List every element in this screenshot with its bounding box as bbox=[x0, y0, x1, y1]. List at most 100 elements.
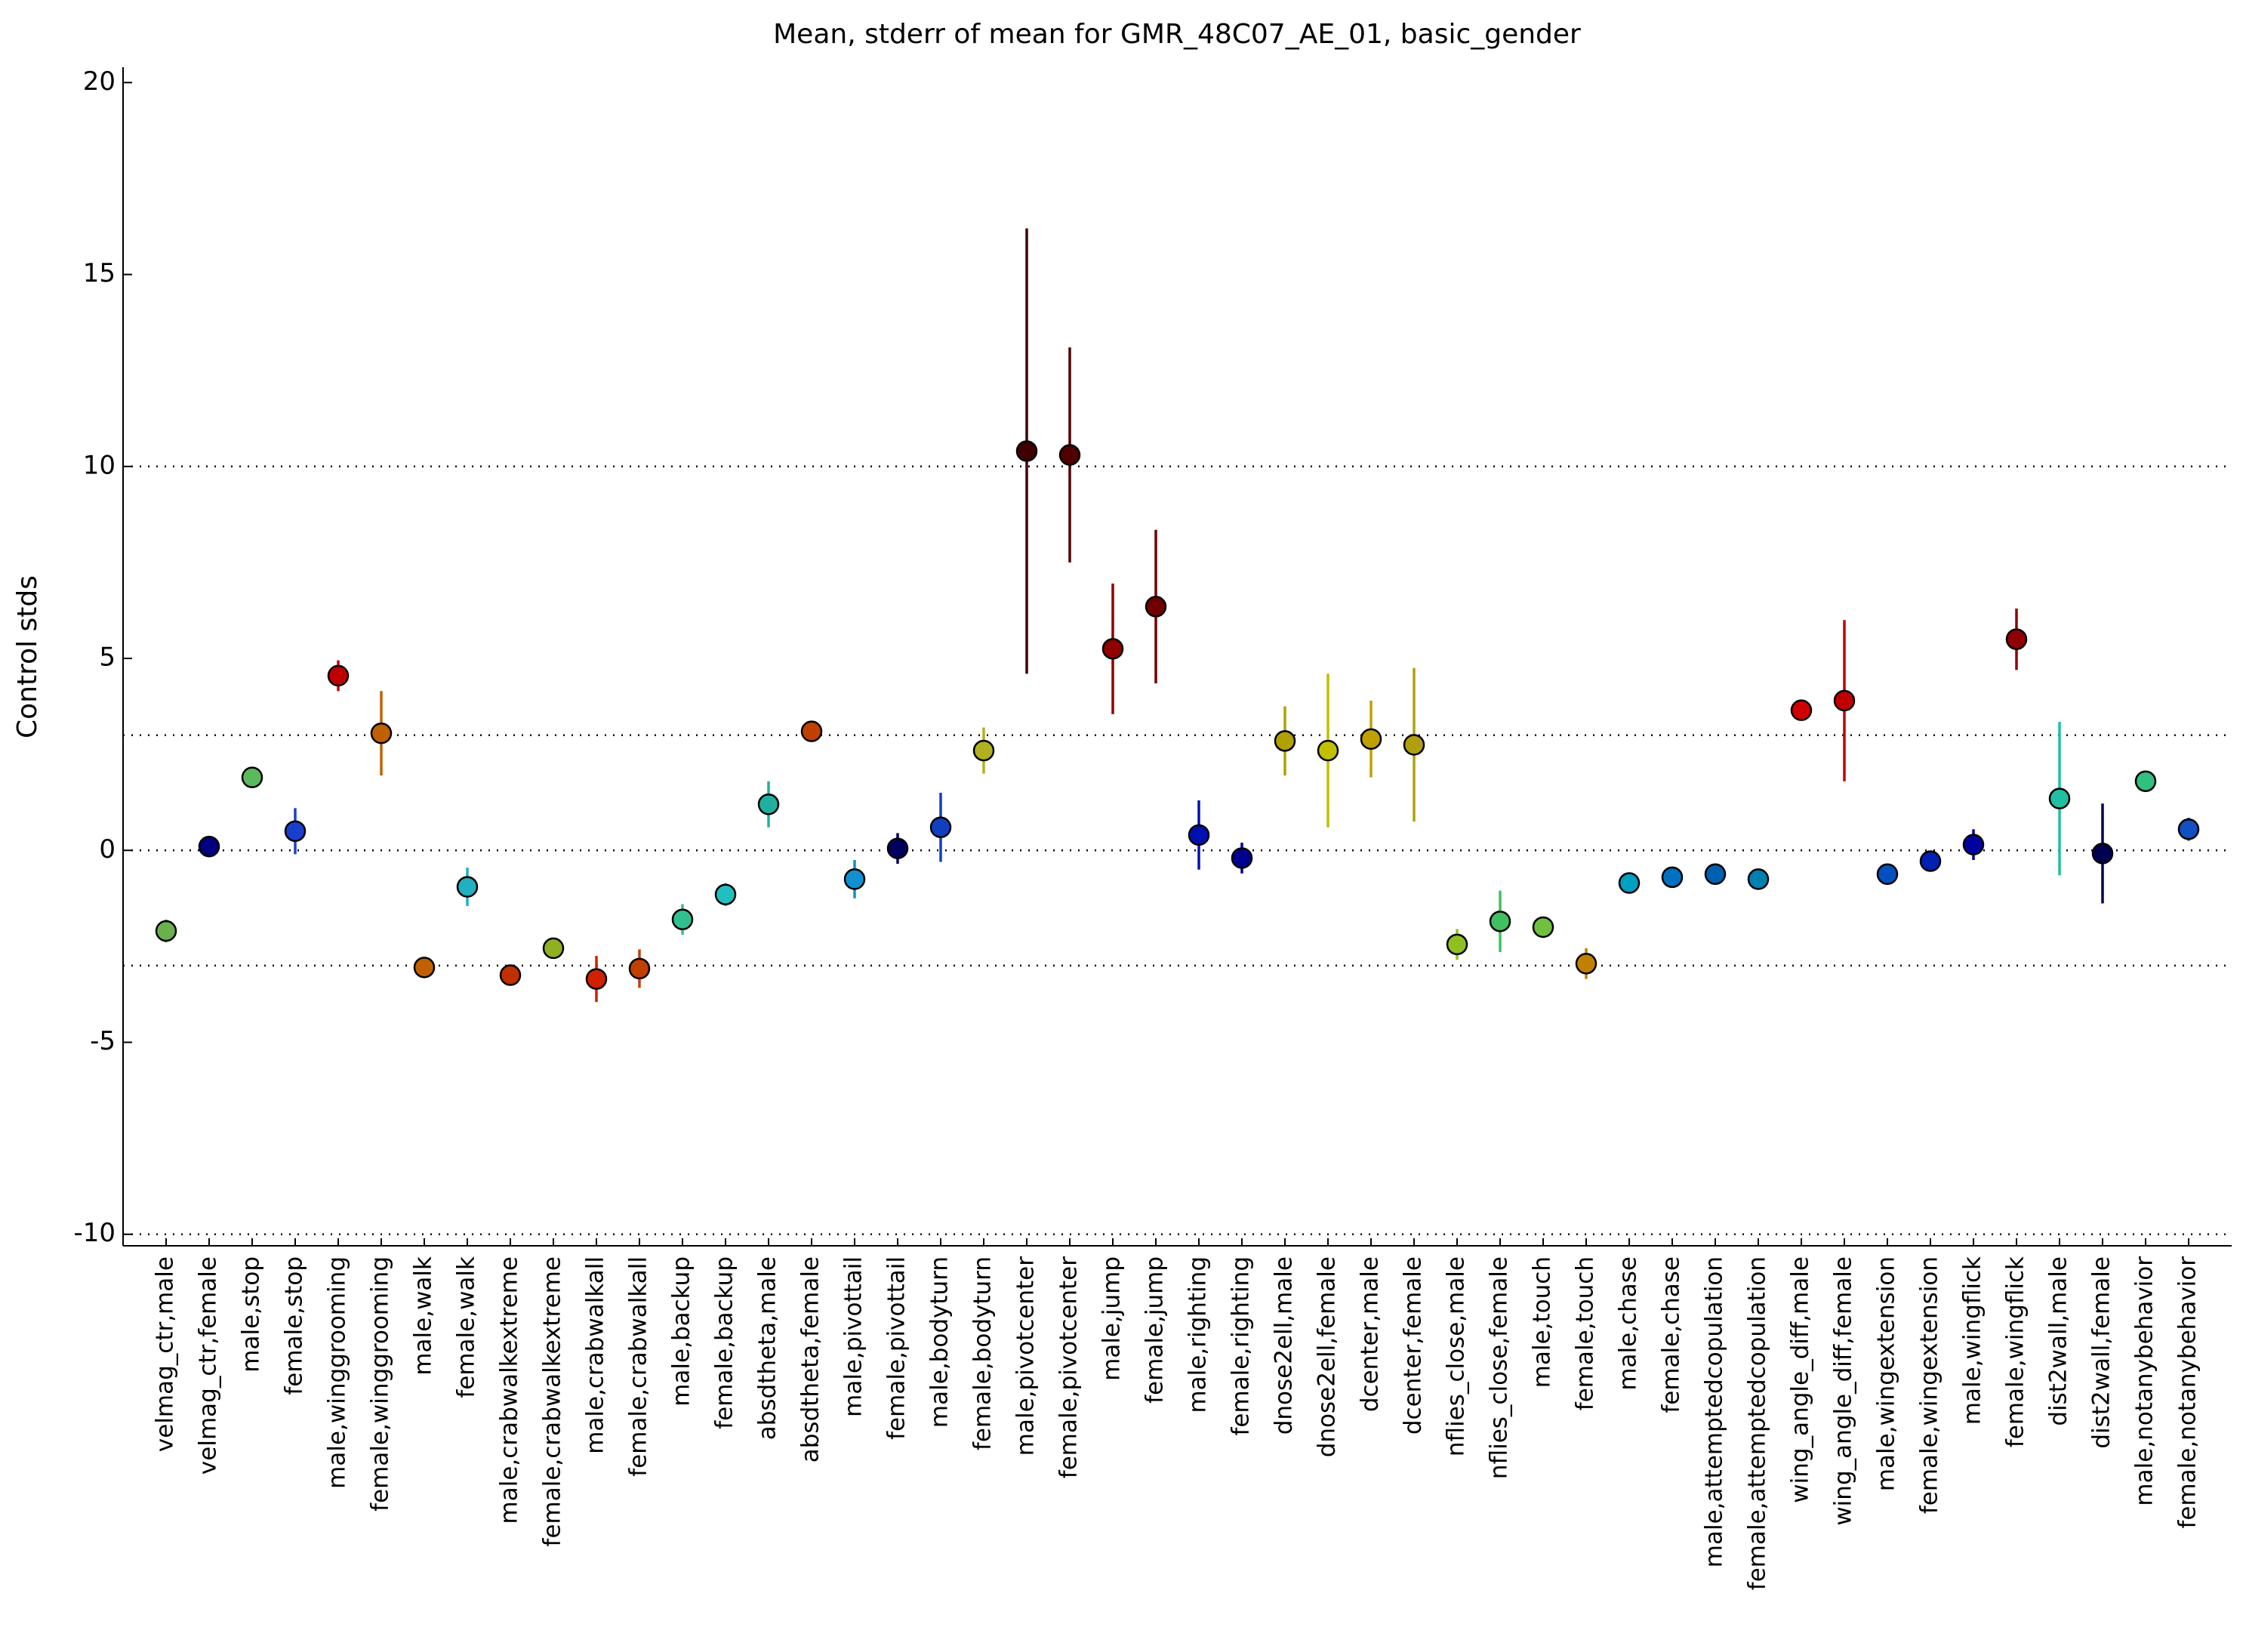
mean-marker bbox=[800, 720, 823, 742]
mean-marker bbox=[972, 739, 995, 762]
mean-marker bbox=[714, 883, 737, 906]
x-tick-label: female,attemptedcopulation bbox=[1744, 1256, 1771, 1590]
mean-marker bbox=[542, 937, 565, 960]
x-tick-label: male,righting bbox=[1185, 1256, 1212, 1413]
x-tick-label: nflies_close,female bbox=[1486, 1256, 1513, 1479]
mean-marker bbox=[1360, 728, 1382, 750]
mean-marker bbox=[1231, 847, 1253, 869]
x-tick-label: female,stop bbox=[281, 1256, 308, 1395]
mean-marker bbox=[1919, 850, 1942, 872]
mean-marker bbox=[929, 816, 952, 839]
mean-marker bbox=[2048, 787, 2071, 809]
mean-marker bbox=[1403, 734, 1425, 756]
x-tick-label: female,bodyturn bbox=[969, 1256, 997, 1450]
mean-marker bbox=[2005, 628, 2028, 650]
x-tick-label: male,wingextension bbox=[1873, 1256, 1900, 1491]
y-tick-label: 5 bbox=[99, 643, 116, 673]
x-tick-label: male,jump bbox=[1098, 1256, 1126, 1381]
mean-marker bbox=[1833, 689, 1856, 712]
x-tick-label: male,crabwalkextreme bbox=[496, 1256, 523, 1524]
x-tick-label: female,chase bbox=[1658, 1256, 1685, 1413]
mean-marker bbox=[1790, 699, 1813, 721]
mean-marker bbox=[1015, 440, 1038, 462]
mean-marker bbox=[671, 908, 694, 931]
x-tick-label: dcenter,female bbox=[1400, 1256, 1427, 1435]
mean-marker bbox=[2177, 818, 2200, 840]
mean-marker bbox=[757, 794, 780, 815]
mean-marker bbox=[1101, 638, 1124, 660]
mean-marker bbox=[198, 835, 220, 858]
x-tick-label: female,wingextension bbox=[1916, 1256, 1943, 1514]
chart-title: Mean, stderr of mean for GMR_48C07_AE_01… bbox=[773, 19, 1581, 50]
x-tick-label: male,pivottail bbox=[840, 1256, 867, 1417]
x-tick-label: female,crabwalkextreme bbox=[539, 1256, 566, 1546]
x-tick-label: absdtheta,male bbox=[754, 1256, 781, 1440]
mean-marker bbox=[499, 964, 522, 986]
y-tick-label: 10 bbox=[83, 450, 116, 480]
x-tick-label: male,pivotcenter bbox=[1012, 1256, 1040, 1456]
mean-marker bbox=[1317, 739, 1339, 762]
mean-marker bbox=[2134, 770, 2157, 793]
mean-marker bbox=[1145, 596, 1167, 618]
mean-marker bbox=[1532, 916, 1554, 938]
mean-marker bbox=[585, 968, 608, 990]
y-tick-label: -10 bbox=[73, 1218, 116, 1248]
x-tick-label: female,winggrooming bbox=[367, 1256, 394, 1512]
x-tick-label: wing_angle_diff,female bbox=[1830, 1256, 1857, 1526]
x-tick-label: dcenter,male bbox=[1357, 1256, 1384, 1412]
x-tick-label: male,touch bbox=[1529, 1256, 1556, 1388]
x-tick-label: absdtheta,female bbox=[797, 1256, 824, 1462]
x-tick-label: female,crabwalkall bbox=[625, 1256, 652, 1477]
y-tick-label: 0 bbox=[99, 834, 116, 865]
mean-marker bbox=[1575, 953, 1597, 975]
x-tick-label: male,backup bbox=[668, 1256, 695, 1407]
mean-marker bbox=[241, 766, 263, 788]
x-tick-label: female,righting bbox=[1228, 1256, 1255, 1436]
x-tick-label: male,attemptedcopulation bbox=[1701, 1256, 1728, 1567]
mean-marker bbox=[1962, 834, 1985, 855]
x-tick-label: male,winggrooming bbox=[324, 1256, 351, 1489]
x-tick-label: velmag_ctr,male bbox=[152, 1256, 179, 1452]
x-tick-label: female,touch bbox=[1572, 1256, 1599, 1410]
y-axis-label: Control stds bbox=[12, 575, 43, 738]
x-tick-label: dist2wall,male bbox=[2045, 1256, 2072, 1426]
x-tick-label: nflies_close,male bbox=[1443, 1256, 1470, 1456]
mean-marker bbox=[1188, 824, 1210, 846]
x-tick-label: male,notanybehavior bbox=[2131, 1256, 2158, 1506]
x-tick-label: male,crabwalkall bbox=[582, 1256, 609, 1454]
x-tick-label: female,walk bbox=[453, 1256, 480, 1398]
x-tick-label: wing_angle_diff,male bbox=[1787, 1256, 1814, 1503]
mean-marker bbox=[1704, 863, 1727, 886]
x-tick-label: female,pivotcenter bbox=[1055, 1256, 1083, 1478]
mean-marker bbox=[413, 957, 436, 979]
mean-marker bbox=[370, 722, 393, 744]
mean-marker bbox=[1876, 863, 1899, 886]
x-tick-label: female,jump bbox=[1141, 1256, 1169, 1404]
x-tick-label: velmag_ctr,female bbox=[195, 1256, 222, 1475]
mean-marker bbox=[1274, 730, 1296, 752]
x-tick-label: female,wingflick bbox=[2002, 1256, 2029, 1447]
mean-marker bbox=[1747, 868, 1770, 890]
x-tick-label: female,backup bbox=[711, 1256, 738, 1429]
mean-marker bbox=[628, 957, 651, 980]
mean-marker bbox=[1489, 911, 1511, 932]
mean-marker bbox=[1618, 872, 1641, 894]
mean-marker bbox=[843, 868, 866, 890]
x-tick-label: male,wingflick bbox=[1959, 1256, 1986, 1425]
x-tick-label: male,stop bbox=[238, 1256, 265, 1373]
x-tick-label: female,notanybehavior bbox=[2174, 1256, 2201, 1529]
mean-marker bbox=[327, 664, 350, 687]
x-tick-label: male,bodyturn bbox=[926, 1256, 954, 1428]
x-tick-label: dist2wall,female bbox=[2088, 1256, 2115, 1449]
x-tick-label: dnose2ell,female bbox=[1314, 1256, 1341, 1457]
mean-marker bbox=[886, 837, 909, 859]
x-tick-label: male,chase bbox=[1615, 1256, 1642, 1391]
x-tick-label: male,walk bbox=[410, 1256, 437, 1376]
mean-marker bbox=[1058, 444, 1081, 466]
mean-marker bbox=[1661, 866, 1684, 889]
y-tick-label: 20 bbox=[83, 66, 116, 97]
mean-marker bbox=[1446, 933, 1468, 956]
mean-marker bbox=[2091, 843, 2114, 865]
y-tick-label: 15 bbox=[83, 258, 116, 288]
